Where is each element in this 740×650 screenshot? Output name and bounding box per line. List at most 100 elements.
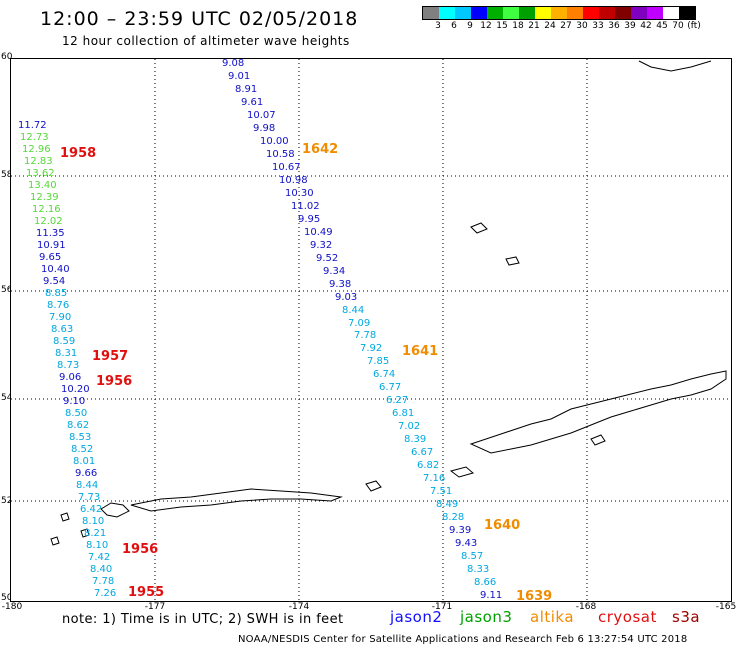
wave-height-value: 13.40 xyxy=(28,180,57,191)
y-tick-label: 56 xyxy=(1,285,13,295)
wave-height-value: 12.73 xyxy=(20,132,49,143)
x-tick-label: -165 xyxy=(715,602,737,612)
wave-height-value: 9.98 xyxy=(253,123,276,134)
color-swatch xyxy=(471,7,487,19)
wave-height-value: 8.73 xyxy=(57,360,80,371)
wave-height-value: 9.52 xyxy=(316,253,339,264)
wave-height-value: 8.01 xyxy=(73,456,96,467)
wave-height-value: 9.54 xyxy=(43,276,66,287)
wave-height-value: 8.53 xyxy=(69,432,92,443)
wave-height-value: 7.78 xyxy=(92,576,115,587)
color-scale-label: 45 xyxy=(656,21,668,31)
x-tick-label: -177 xyxy=(144,602,166,612)
wave-height-value: 12.39 xyxy=(30,192,59,203)
wave-height-value: 6.74 xyxy=(373,369,396,380)
wave-height-value: 9.08 xyxy=(222,58,245,69)
color-swatch xyxy=(503,7,519,19)
wave-height-value: 10.67 xyxy=(272,162,301,173)
wave-height-value: 8.40 xyxy=(90,564,113,575)
wave-height-value: 9.10 xyxy=(63,396,86,407)
wave-height-value: 8.39 xyxy=(404,434,427,445)
time-label: 1958 xyxy=(60,146,97,161)
color-swatch xyxy=(615,7,631,19)
wave-height-value: 8.63 xyxy=(51,324,74,335)
wave-height-value: 7.16 xyxy=(423,473,446,484)
color-swatch xyxy=(551,7,567,19)
color-swatch xyxy=(567,7,583,19)
wave-height-value: 8.44 xyxy=(342,305,365,316)
wave-height-value: 12.16 xyxy=(32,204,61,215)
color-swatch xyxy=(679,7,695,19)
color-swatch xyxy=(439,7,455,19)
color-scale-label: 39 xyxy=(624,21,636,31)
wave-height-value: 8.50 xyxy=(65,408,88,419)
time-label: 1955 xyxy=(128,585,165,600)
wave-height-value: 9.32 xyxy=(310,240,333,251)
wave-height-value: 7.90 xyxy=(49,312,72,323)
wave-height-value: 9.11 xyxy=(480,590,503,601)
color-scale-label: 6 xyxy=(451,21,457,31)
color-scale-labels: 3 6 9 12 15 18 21 24 27 30 33 36 39 42 45 70 (ft) xyxy=(422,21,740,35)
wave-height-value: 6.42 xyxy=(80,504,103,515)
wave-height-value: 6.82 xyxy=(417,460,440,471)
wave-height-value: 8.31 xyxy=(55,348,78,359)
wave-height-value: 9.43 xyxy=(455,538,478,549)
wave-height-value: 9.95 xyxy=(298,214,321,225)
color-scale-label: 36 xyxy=(608,21,620,31)
time-label: 1956 xyxy=(122,542,159,557)
y-tick-label: 60 xyxy=(1,52,13,62)
satellite-legend-altika: altika xyxy=(530,608,575,626)
x-tick-label: -180 xyxy=(1,602,23,612)
color-scale-label: 24 xyxy=(544,21,556,31)
wave-height-value: 7.09 xyxy=(348,318,371,329)
color-scale-label: 18 xyxy=(512,21,524,31)
y-tick-label: 50 xyxy=(1,593,13,603)
wave-height-value: 6.77 xyxy=(379,382,402,393)
satellite-legend-jason2: jason2 xyxy=(390,608,443,626)
time-label: 1641 xyxy=(402,344,439,359)
coastline xyxy=(50,60,727,546)
color-swatch xyxy=(535,7,551,19)
y-tick-label: 52 xyxy=(1,496,13,506)
wave-height-value: 9.34 xyxy=(323,266,346,277)
wave-height-value: 9.39 xyxy=(449,525,472,536)
color-scale-label: 70 xyxy=(672,21,684,31)
wave-height-value: 9.38 xyxy=(329,279,352,290)
wave-height-value: 8.76 xyxy=(47,300,70,311)
color-swatch xyxy=(519,7,535,19)
satellite-legend-jason3: jason3 xyxy=(460,608,513,626)
wave-height-value: 8.28 xyxy=(442,512,465,523)
wave-height-value: 9.66 xyxy=(75,468,98,479)
color-scale-label: 15 xyxy=(496,21,508,31)
time-label: 1956 xyxy=(96,374,133,389)
wave-height-value: 8.62 xyxy=(67,420,90,431)
wave-height-value: 11.02 xyxy=(291,201,320,212)
wave-height-value: 6.81 xyxy=(392,408,415,419)
wave-height-value: 8.10 xyxy=(82,516,105,527)
color-scale-legend: 3 6 9 12 15 18 21 24 27 30 33 36 39 42 45 70 (ft) xyxy=(422,6,701,31)
color-swatch xyxy=(487,7,503,19)
color-scale-label: 30 xyxy=(576,21,588,31)
wave-height-value: 11.35 xyxy=(36,228,65,239)
wave-height-value: 10.58 xyxy=(266,149,295,160)
wave-height-value: 10.07 xyxy=(247,110,276,121)
wave-height-value: 8.85 xyxy=(45,288,68,299)
wave-height-value: 7.92 xyxy=(360,343,383,354)
wave-height-value: 9.01 xyxy=(228,71,251,82)
map-graticule-and-coastline xyxy=(11,59,731,601)
color-swatch xyxy=(599,7,615,19)
color-scale-swatches xyxy=(422,6,696,20)
satellite-legend-s3a: s3a xyxy=(672,608,701,626)
wave-height-value: 8.66 xyxy=(474,577,497,588)
color-scale-label: 27 xyxy=(560,21,572,31)
wave-height-value: 12.96 xyxy=(22,144,51,155)
wave-height-value: 11.72 xyxy=(18,120,47,131)
wave-height-value: 8.10 xyxy=(86,540,109,551)
wave-height-value: 7.26 xyxy=(94,588,117,599)
color-swatch xyxy=(631,7,647,19)
wave-height-value: 7.51 xyxy=(430,486,453,497)
time-label: 1642 xyxy=(302,142,339,157)
wave-height-value: 8.49 xyxy=(436,499,459,510)
wave-height-value: 9.06 xyxy=(59,372,82,383)
wave-height-value: 10.20 xyxy=(61,384,90,395)
